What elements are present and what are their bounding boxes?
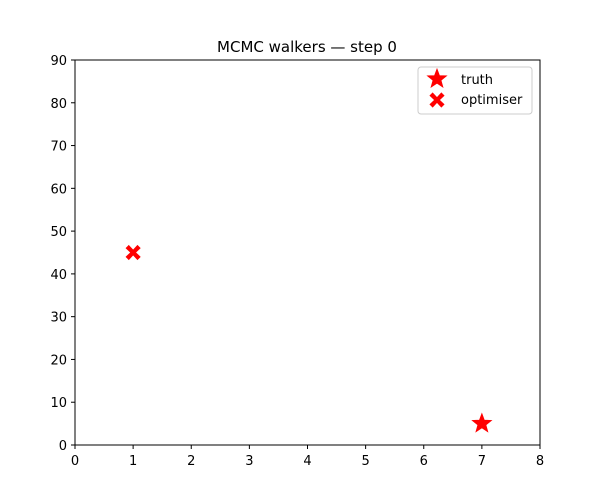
x-tick-label: 5 bbox=[361, 454, 369, 469]
y-tick-label: 30 bbox=[50, 311, 67, 326]
y-tick-label: 40 bbox=[50, 268, 67, 283]
x-tick-label: 8 bbox=[536, 454, 544, 469]
plot-area: 0 1 2 3 4 5 6 7 8 0 10 20 30 40 50 60 70 80 90 bbox=[50, 54, 544, 469]
x-tick-label: 2 bbox=[187, 454, 195, 469]
x-tick-label: 7 bbox=[478, 454, 486, 469]
x-axis: 0 1 2 3 4 5 6 7 8 bbox=[71, 445, 544, 469]
x-tick-label: 3 bbox=[245, 454, 253, 469]
y-tick-label: 20 bbox=[50, 353, 67, 368]
y-tick-label: 80 bbox=[50, 97, 67, 112]
y-tick-label: 0 bbox=[59, 439, 67, 454]
optimiser-x-marker bbox=[125, 244, 141, 261]
legend-label-truth: truth bbox=[461, 73, 493, 88]
x-tick-label: 6 bbox=[420, 454, 428, 469]
x-tick-label: 4 bbox=[303, 454, 311, 469]
y-tick-label: 10 bbox=[50, 396, 67, 411]
data-markers bbox=[125, 244, 493, 433]
x-tick-label: 0 bbox=[71, 454, 79, 469]
y-tick-label: 60 bbox=[50, 182, 67, 197]
y-tick-label: 90 bbox=[50, 54, 67, 69]
truth-star-marker bbox=[471, 412, 493, 433]
y-tick-label: 70 bbox=[50, 140, 67, 155]
truth-legend-star-icon bbox=[426, 67, 448, 89]
chart-title: MCMC walkers — step 0 bbox=[217, 38, 397, 56]
y-axis: 0 10 20 30 40 50 60 70 80 90 bbox=[50, 54, 75, 454]
legend-box bbox=[417, 66, 533, 115]
legend-label-optimiser: optimiser bbox=[461, 93, 523, 108]
legend-marker-optimiser bbox=[429, 92, 445, 108]
legend: truth optimiser bbox=[417, 66, 533, 115]
x-tick-label: 1 bbox=[129, 454, 137, 469]
y-tick-label: 50 bbox=[50, 225, 67, 240]
legend-marker-truth bbox=[426, 67, 448, 89]
optimiser-legend-x-icon bbox=[429, 92, 445, 108]
